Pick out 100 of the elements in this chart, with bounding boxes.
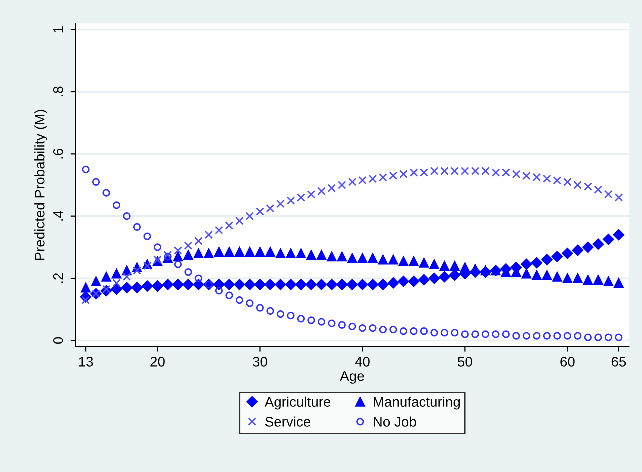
point: [614, 278, 624, 288]
point: [554, 332, 562, 340]
point: [236, 296, 244, 304]
point: [307, 190, 316, 199]
point: [543, 174, 552, 184]
point: [572, 244, 584, 256]
point: [367, 279, 379, 290]
point: [430, 329, 438, 337]
point: [553, 176, 562, 185]
point: [449, 270, 461, 282]
legend-label: Agriculture: [264, 396, 331, 410]
point: [583, 275, 594, 285]
point: [204, 248, 214, 259]
point: [439, 271, 450, 283]
point: [346, 279, 358, 290]
point: [337, 252, 348, 262]
point: [379, 326, 388, 334]
point: [388, 278, 400, 289]
point: [296, 248, 306, 259]
y-tick-label: 1: [54, 26, 64, 33]
point: [400, 170, 408, 179]
point: [604, 276, 614, 286]
point: [245, 247, 255, 257]
point: [224, 247, 234, 257]
point: [286, 196, 296, 205]
point: [461, 330, 470, 338]
point: [388, 255, 398, 265]
point: [564, 178, 572, 186]
point: [502, 330, 510, 338]
point: [521, 258, 532, 270]
point: [173, 252, 184, 262]
point: [234, 247, 245, 257]
point: [246, 212, 254, 221]
point: [430, 260, 440, 270]
point: [306, 250, 316, 260]
point: [418, 274, 430, 286]
point: [152, 280, 164, 292]
point: [172, 279, 184, 290]
point: [378, 279, 389, 290]
point: [614, 194, 624, 202]
point: [369, 324, 377, 332]
point: [246, 300, 254, 308]
point: [348, 322, 356, 331]
point: [390, 326, 398, 334]
point: [470, 264, 480, 274]
point: [552, 251, 564, 262]
point: [154, 244, 162, 252]
point: [584, 334, 592, 342]
point: [182, 279, 194, 290]
point: [562, 274, 573, 284]
point: [287, 312, 295, 320]
point: [328, 184, 336, 193]
point: [400, 328, 408, 336]
point: [358, 176, 367, 185]
point: [236, 216, 244, 226]
point: [123, 212, 131, 220]
x-tick-label: 65: [612, 357, 626, 367]
point: [440, 329, 449, 337]
point: [255, 247, 266, 257]
point: [472, 330, 480, 338]
point: [226, 292, 234, 300]
point: [276, 310, 285, 318]
point: [266, 247, 276, 257]
point: [306, 279, 318, 290]
point: [256, 208, 264, 216]
point: [244, 279, 256, 290]
x-tick-label: 20: [150, 357, 165, 367]
point: [615, 334, 623, 342]
point: [225, 222, 234, 230]
point: [594, 334, 602, 342]
point: [254, 279, 266, 290]
point: [450, 261, 460, 271]
point: [224, 279, 236, 290]
point: [297, 194, 306, 202]
point: [389, 172, 398, 180]
point: [409, 256, 419, 266]
point: [440, 261, 450, 271]
point: [419, 258, 430, 268]
point: [564, 332, 572, 340]
x-tick-label: 30: [253, 357, 268, 367]
point: [266, 307, 274, 315]
point: [533, 332, 541, 340]
point: [174, 246, 182, 255]
point: [574, 181, 582, 190]
point: [584, 182, 592, 191]
point: [326, 279, 338, 290]
point: [112, 202, 121, 210]
point: [112, 269, 122, 279]
point: [451, 329, 459, 337]
y-tick-label: .6: [53, 148, 64, 159]
point: [613, 229, 625, 241]
point: [256, 304, 264, 312]
point: [122, 272, 132, 282]
point: [204, 230, 214, 240]
point: [574, 332, 582, 340]
point: [512, 332, 520, 340]
point: [111, 284, 122, 296]
point: [174, 260, 182, 268]
point: [358, 324, 367, 332]
y-tick-label: .4: [54, 210, 64, 221]
